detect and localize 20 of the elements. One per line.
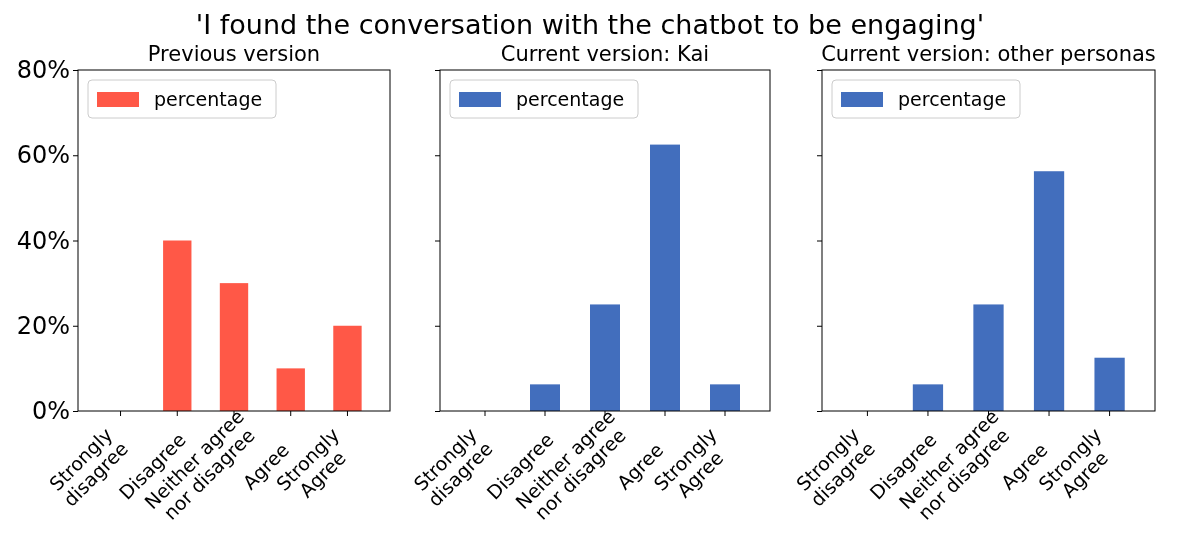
bar — [1033, 171, 1065, 411]
bar — [912, 384, 944, 411]
text: 'I found the conversation with the chatbot to be engaging' — [195, 9, 985, 40]
bar — [163, 240, 192, 411]
chart-title: Current version: Kai — [500, 42, 710, 66]
y-tick-label: 80% — [16, 56, 70, 85]
chart-title: Current version: other personas — [821, 42, 1156, 66]
bar — [276, 368, 305, 411]
bar — [1094, 357, 1125, 411]
chart-title: Previous version — [147, 42, 321, 66]
y-tick-label: 0% — [31, 397, 70, 426]
bar — [219, 283, 249, 411]
y-tick-label: 40% — [16, 226, 70, 255]
bar — [333, 325, 362, 411]
y-tick-label: 60% — [16, 141, 70, 170]
legend-label: percentage — [898, 88, 1007, 110]
legend-label: percentage — [154, 88, 263, 110]
legend-label: percentage — [516, 88, 625, 110]
y-tick-label: 20% — [16, 311, 70, 340]
bar — [973, 304, 1004, 411]
